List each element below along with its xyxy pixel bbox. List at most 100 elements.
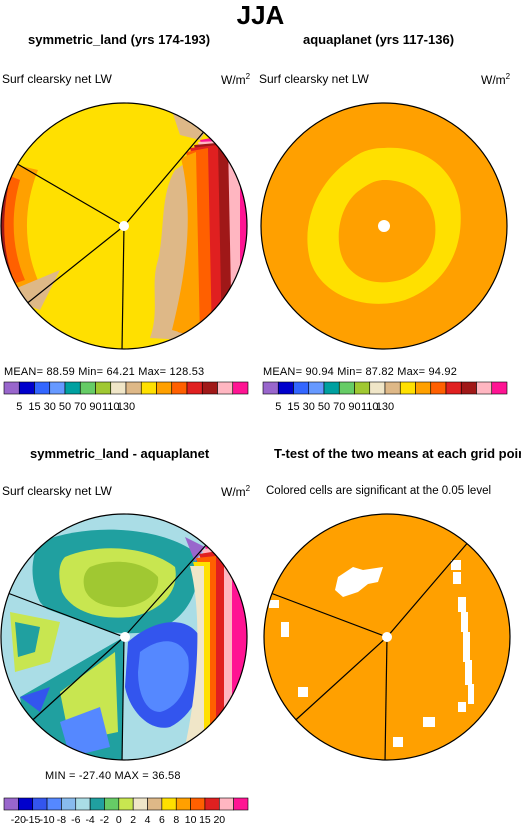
colorbar-box [445, 381, 462, 395]
panel3-sector-line [123, 543, 208, 638]
panel2-variable-label: Surf clearsky net LW [259, 72, 369, 86]
colorbar-box [32, 797, 48, 811]
colorbar-box [399, 381, 416, 395]
colorbar-box [49, 381, 66, 395]
panel1-boundary [0, 102, 248, 350]
colorbar-box [430, 381, 447, 395]
panel4-subtitle: Colored cells are significant at the 0.0… [266, 485, 492, 497]
colorbar-box [293, 381, 310, 395]
panel3-band-red [196, 550, 224, 752]
colorbar-tick-label: 130 [376, 401, 394, 413]
colorbar-box [277, 381, 294, 395]
panel3-sector-blue [20, 687, 50, 712]
colorbar-box [233, 797, 249, 811]
colorbar-tick-label: 110 [102, 401, 120, 413]
colorbar-tick-label: -2 [100, 814, 109, 825]
colorbar-box [125, 381, 142, 395]
panel3-variable-label: Surf clearsky net LW [2, 484, 112, 498]
colorbar-tick-label: 130 [117, 401, 135, 413]
panel4-sector-line [287, 636, 388, 728]
colorbar-tick-label: 110 [361, 401, 379, 413]
colorbar-box [186, 381, 203, 395]
panel4-sector-line [267, 591, 388, 638]
colorbar-tick-label: -4 [85, 814, 94, 825]
colorbar-tick-label: -6 [71, 814, 80, 825]
panel1-map [0, 102, 248, 350]
panel4-sector-line [384, 636, 388, 760]
colorbar-tick-label: 70 [74, 401, 86, 413]
panel1-pole [119, 221, 129, 231]
panel2-core-amber [338, 180, 436, 283]
colorbar-tick-label: 5 [275, 401, 281, 413]
colorbar-box [384, 381, 401, 395]
panel2-units: W/m2 [481, 72, 511, 87]
colorbar-box [460, 381, 477, 395]
colorbar-box [89, 797, 105, 811]
colorbar-box [3, 797, 19, 811]
colorbar-box [217, 381, 234, 395]
panel3-lightblue-region [138, 641, 189, 712]
colorbar-tick-label: 90 [348, 401, 360, 413]
colorbar-tick-label: 30 [303, 401, 315, 413]
panel3-band-yellow [189, 562, 210, 748]
colorbar-box [308, 381, 325, 395]
panel3-colorbar: -20 -15 -10 -8 -6 -4 -2 0 2 4 6 8 10 15 20 [3, 797, 249, 825]
colorbar-box [34, 381, 51, 395]
panel4-sector-line [386, 539, 471, 638]
colorbar-tick-label: 0 [116, 814, 122, 825]
colorbar-tick-label: 70 [333, 401, 345, 413]
panel3-sector-line [121, 636, 125, 760]
panel3-sector-line [24, 636, 125, 728]
panel3-purple-patch [185, 537, 205, 562]
colorbar-box [118, 797, 134, 811]
panel3-map [0, 513, 248, 761]
panel1-sector-line [123, 127, 208, 227]
figure-title: JJA [236, 0, 285, 30]
colorbar-box [75, 797, 91, 811]
colorbar-tick-label: 10 [185, 814, 197, 825]
colorbar-box [18, 381, 35, 395]
colorbar-box [132, 797, 148, 811]
colorbar-box [218, 797, 234, 811]
colorbar-box [204, 797, 220, 811]
colorbar-tick-label: 15 [287, 401, 299, 413]
colorbar-box [190, 797, 206, 811]
colorbar-box [369, 381, 386, 395]
panel1-sector-line [121, 225, 125, 349]
colorbar-box [3, 381, 20, 395]
panel3-stats: MIN = -27.40 MAX = 36.58 [45, 770, 181, 782]
colorbar-box [161, 797, 177, 811]
colorbar-tick-label: 50 [59, 401, 71, 413]
colorbar-tick-label: 15 [28, 401, 40, 413]
colorbar-box [491, 381, 508, 395]
colorbar-box [338, 381, 355, 395]
panel3-units: W/m2 [221, 484, 251, 499]
panel1-title: symmetric_land (yrs 174-193) [28, 32, 211, 47]
colorbar-tick-label: 15 [199, 814, 211, 825]
panel3-band-cream [186, 566, 204, 746]
colorbar-tick-label: -8 [57, 814, 66, 825]
panel1-left-darkred [1, 180, 12, 282]
colorbar-box [46, 797, 62, 811]
panel3-sector-lightblue [60, 707, 110, 757]
colorbar-box [79, 381, 96, 395]
panel2-map [260, 102, 508, 350]
panel3-left-teal [15, 622, 40, 657]
colorbar-tick-label: -10 [39, 814, 54, 825]
colorbar-box [175, 797, 191, 811]
colorbar-box [323, 381, 340, 395]
panel3-green-region [83, 561, 159, 608]
colorbar-box [95, 381, 112, 395]
colorbar-tick-label: 30 [44, 401, 56, 413]
panel1-stats: MEAN= 88.59 Min= 64.21 Max= 128.53 [4, 366, 205, 378]
panel1-band-amber [172, 152, 200, 338]
colorbar-tick-label: -20 [11, 814, 26, 825]
colorbar-tick-label: 90 [89, 401, 101, 413]
panel2-boundary [260, 102, 508, 350]
colorbar-box [61, 797, 77, 811]
colorbar-tick-label: 2 [130, 814, 136, 825]
panel3-title: symmetric_land - aquaplanet [30, 446, 210, 461]
colorbar-box [110, 381, 127, 395]
